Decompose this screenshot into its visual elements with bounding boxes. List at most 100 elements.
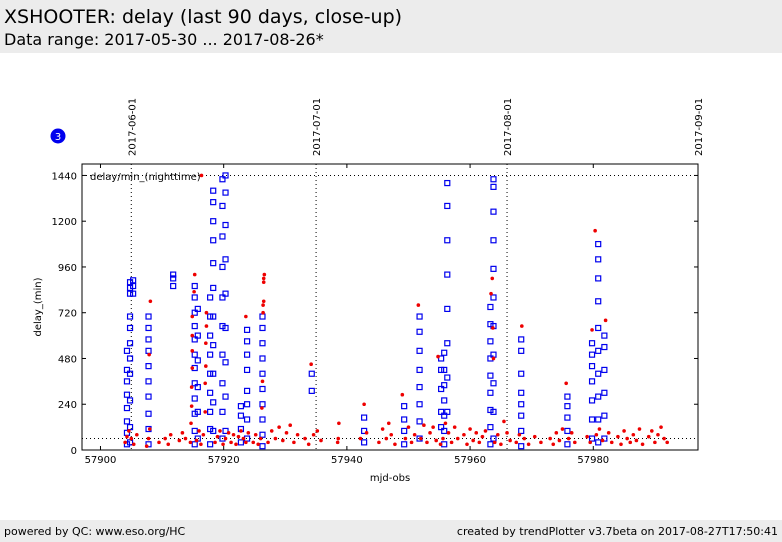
open-square-point (145, 393, 152, 400)
dot-point (129, 436, 134, 441)
dot-point (261, 310, 265, 315)
open-square-point (441, 441, 448, 448)
dot-point (144, 444, 149, 448)
open-square-point (126, 313, 134, 320)
open-square-point (237, 412, 245, 419)
dot-point (532, 434, 537, 439)
open-square-point (441, 349, 448, 356)
dot-point (428, 431, 432, 435)
dot-point (246, 431, 251, 435)
open-square-point (490, 294, 497, 301)
open-square-point (145, 441, 152, 448)
dot-point (446, 431, 451, 435)
open-square-point (219, 233, 226, 240)
dot-point (157, 440, 161, 445)
open-square-point (518, 427, 525, 435)
dot-point (471, 438, 475, 443)
open-square-point (126, 324, 134, 332)
x-axis-title: mjd-obs (370, 473, 410, 484)
date-tick-label: 2017-07-01 (312, 98, 323, 156)
open-square-point (361, 439, 368, 446)
dot-point (465, 442, 469, 447)
open-square-point (444, 305, 451, 313)
open-square-point (588, 435, 596, 442)
dot-point (166, 442, 171, 447)
open-square-point (194, 357, 201, 364)
dot-point (147, 352, 151, 357)
open-square-point (210, 342, 217, 349)
dot-point (218, 429, 222, 433)
dot-point (422, 423, 426, 428)
dot-point (566, 436, 571, 441)
open-square-point (518, 412, 525, 419)
dot-point (436, 354, 440, 359)
y-tick-label: 240 (58, 400, 77, 411)
dot-point (380, 427, 385, 431)
dot-point (284, 431, 289, 435)
delay-chart: 3 2017-06-01 2017-07-01 2017-08-01 2017-09-… (33, 98, 705, 484)
open-square-point (222, 172, 229, 179)
dot-point (551, 442, 556, 447)
dot-point (431, 425, 435, 429)
dot-point (662, 436, 666, 441)
open-square-point (243, 338, 251, 345)
dot-point (315, 429, 320, 433)
open-square-point (308, 387, 315, 394)
open-square-point (259, 324, 266, 332)
open-square-point (490, 176, 497, 183)
dot-point (204, 324, 209, 328)
open-square-point (259, 313, 266, 320)
plot-label: delay/min_(nighttime) (90, 172, 201, 183)
dot-point (386, 421, 391, 426)
dot-point (204, 364, 208, 368)
dot-point (625, 436, 629, 441)
open-square-point (145, 347, 152, 354)
open-square-point (243, 387, 251, 394)
open-square-point (222, 427, 229, 435)
dot-point (564, 381, 568, 386)
x-tick-label: 57940 (331, 455, 363, 466)
dot-point (201, 432, 206, 437)
open-square-point (588, 340, 596, 347)
open-square-point (126, 439, 134, 446)
dot-point (622, 429, 626, 433)
panel-number-badge[interactable]: 3 (50, 128, 66, 144)
open-square-point (601, 412, 608, 419)
open-square-point (444, 408, 451, 415)
open-square-point (126, 370, 134, 377)
open-square-point (595, 240, 602, 248)
open-square-point (564, 427, 571, 435)
open-square-point (518, 389, 525, 396)
dot-point (477, 440, 482, 445)
dot-point (603, 318, 608, 323)
dot-point (311, 432, 316, 437)
open-square-point (588, 397, 596, 404)
dot-point (295, 432, 300, 437)
open-square-point (401, 427, 408, 435)
open-square-point (130, 277, 137, 284)
date-tick-label: 2017-06-01 (127, 98, 138, 156)
open-square-point (564, 414, 571, 421)
open-square-point (444, 271, 451, 278)
dot-point (123, 440, 127, 445)
open-square-point (444, 202, 451, 210)
dot-point (199, 442, 203, 447)
y-tick-label: 720 (58, 309, 77, 320)
dot-point (628, 440, 633, 445)
open-square-point (207, 294, 214, 301)
dot-point (221, 442, 225, 447)
dot-point (261, 299, 266, 304)
dot-point (468, 427, 472, 431)
x-tick-label: 57980 (577, 455, 609, 466)
open-square-point (237, 439, 245, 446)
y-axis-title: delay_(min) (33, 277, 44, 336)
dot-point (281, 438, 285, 443)
open-square-point (123, 404, 131, 412)
open-square-point (490, 265, 497, 272)
dot-point (403, 436, 408, 441)
open-square-point (490, 237, 497, 244)
dot-point (241, 436, 246, 441)
open-square-point (595, 393, 602, 400)
footer-credit: powered by QC: www.eso.org/HC (4, 525, 186, 538)
open-square-point (601, 343, 608, 351)
